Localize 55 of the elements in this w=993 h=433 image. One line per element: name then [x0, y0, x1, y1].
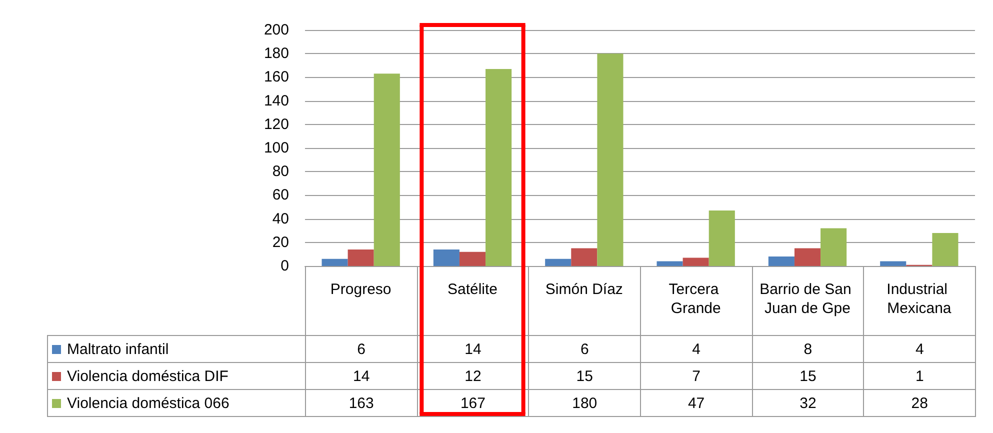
- data-label: 6: [306, 336, 418, 362]
- bar: [880, 261, 906, 266]
- bar: [820, 228, 847, 266]
- data-label: 4: [864, 336, 976, 362]
- data-label: 32: [752, 390, 864, 416]
- bar: [459, 252, 486, 266]
- bar: [932, 232, 958, 266]
- y-tick-label: 140: [264, 92, 289, 110]
- bar: [348, 249, 374, 266]
- legend-label: Violencia doméstica 066: [48, 390, 306, 416]
- data-label: 15: [528, 362, 640, 390]
- bar: [545, 258, 572, 266]
- data-label: 8: [752, 336, 864, 362]
- x-tick-label: Barrio de San Juan de Gpe: [760, 281, 856, 317]
- data-label: 28: [864, 390, 976, 416]
- y-tick-label: 60: [272, 186, 289, 204]
- y-tick-label: 0: [280, 258, 289, 274]
- x-tick-label: Simón Díaz: [545, 281, 623, 298]
- data-label: 15: [752, 362, 864, 390]
- x-tick-label: Progreso: [330, 281, 392, 298]
- y-tick-label: 200: [264, 22, 289, 38]
- bar: [768, 256, 794, 266]
- y-tick-label: 100: [264, 140, 289, 156]
- legend-label: Maltrato infantil: [48, 336, 306, 362]
- data-label: 14: [417, 336, 529, 362]
- x-tick-label: Tercera Grande: [668, 281, 723, 317]
- y-tick-label: 40: [272, 210, 289, 228]
- bar: [708, 210, 735, 266]
- bar: [682, 258, 709, 266]
- bar: [433, 249, 460, 266]
- y-tick-label: 120: [264, 116, 289, 133]
- data-label: 6: [528, 336, 640, 362]
- bar: [597, 54, 624, 266]
- bar: [794, 248, 821, 266]
- legend-label: Violencia doméstica DIF: [48, 362, 306, 390]
- bar: [322, 258, 348, 266]
- data-label: 7: [640, 362, 752, 390]
- data-label: 14: [306, 362, 418, 390]
- data-label: 12: [417, 362, 529, 390]
- bar: [571, 248, 598, 266]
- data-label: 47: [640, 390, 752, 416]
- y-tick-label: 160: [264, 68, 289, 86]
- y-tick-label: 80: [272, 163, 289, 180]
- data-label: 163: [306, 390, 418, 416]
- data-label: 4: [640, 336, 752, 362]
- bar: [486, 68, 512, 266]
- data-label: 1: [864, 362, 976, 390]
- y-tick-label: 180: [264, 45, 289, 62]
- data-label: 167: [417, 390, 529, 416]
- bar: [656, 261, 683, 266]
- data-label: 180: [528, 390, 640, 416]
- x-tick-label: Industrial Mexicana: [886, 281, 952, 317]
- x-tick-label: Satélite: [447, 281, 498, 298]
- y-tick-label: 20: [272, 234, 289, 251]
- bar: [374, 74, 400, 266]
